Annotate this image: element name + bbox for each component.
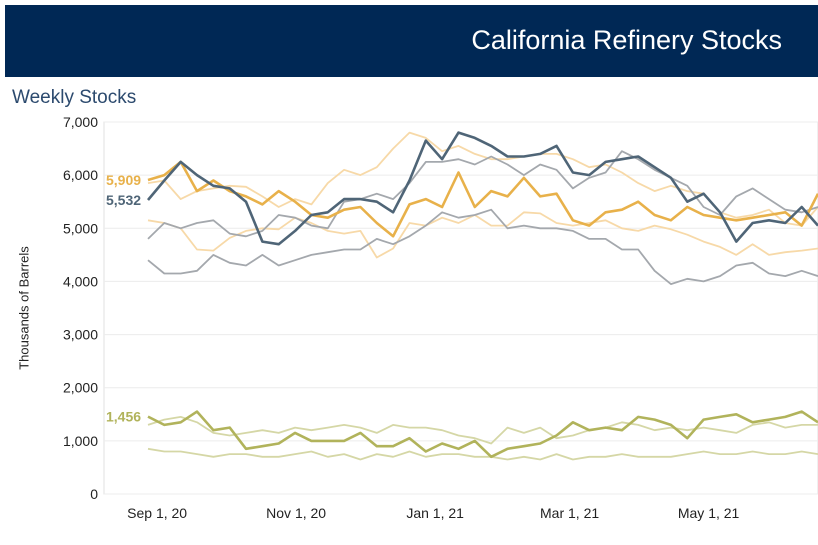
x-tick-label: Mar 1, 21 [540,505,599,521]
y-tick-label: 5,000 [63,220,98,236]
y-tick-label: 7,000 [63,114,98,130]
header-banner: California Refinery Stocks [5,5,818,77]
y-tick-label: 3,000 [63,327,98,343]
y-tick-label: 4,000 [63,273,98,289]
y-tick-label: 2,000 [63,380,98,396]
y-tick-label: 1,000 [63,433,98,449]
x-tick-label: Sep 1, 20 [127,505,187,521]
series-line-3 [147,150,818,240]
series-line-7 [147,415,818,445]
y-tick-label: 0 [90,486,98,502]
chart-subtitle: Weekly Stocks [12,87,137,108]
series-line-1 [147,211,818,259]
series-line-6 [147,131,818,246]
x-tick-label: Nov 1, 20 [266,505,326,521]
y-tick-label: 6,000 [63,167,98,183]
series-line-4 [147,208,818,286]
series-line-9 [147,410,818,459]
page-title: California Refinery Stocks [471,25,782,55]
series-value-label: 1,456 [106,409,141,425]
series-line-5 [147,160,818,238]
series-value-label: 5,532 [106,192,141,208]
series-line-8 [147,447,818,461]
series-value-label: 5,909 [106,172,141,188]
x-tick-label: Jan 1, 21 [406,505,464,521]
x-tick-label: May 1, 21 [678,505,740,521]
